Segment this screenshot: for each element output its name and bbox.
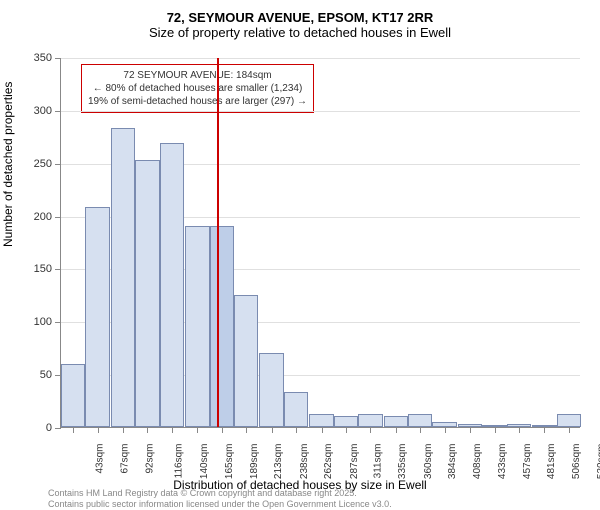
y-tick xyxy=(55,428,61,429)
histogram-bar xyxy=(234,295,258,427)
footer-line2: Contains public sector information licen… xyxy=(48,499,392,510)
y-tick-label: 300 xyxy=(22,105,52,117)
x-tick xyxy=(420,427,421,433)
y-tick-label: 250 xyxy=(22,158,52,170)
chart-container: 72, SEYMOUR AVENUE, EPSOM, KT17 2RR Size… xyxy=(0,10,600,510)
reference-line xyxy=(217,58,219,427)
y-tick xyxy=(55,217,61,218)
histogram-bar xyxy=(85,207,109,427)
x-tick xyxy=(296,427,297,433)
gridline xyxy=(61,111,580,112)
x-tick xyxy=(470,427,471,433)
x-tick xyxy=(246,427,247,433)
y-tick xyxy=(55,322,61,323)
footer-attribution: Contains HM Land Registry data © Crown c… xyxy=(48,488,392,510)
x-tick-label: 457sqm xyxy=(522,444,533,480)
x-tick xyxy=(123,427,124,433)
x-tick-label: 384sqm xyxy=(447,444,458,480)
histogram-bar xyxy=(259,353,283,427)
histogram-bar xyxy=(160,143,184,427)
y-axis-title: Number of detached properties xyxy=(1,82,15,247)
x-tick xyxy=(222,427,223,433)
x-tick-label: 165sqm xyxy=(224,444,235,480)
y-tick xyxy=(55,111,61,112)
x-tick-label: 506sqm xyxy=(571,444,582,480)
x-tick-label: 238sqm xyxy=(299,444,310,480)
histogram-bar xyxy=(61,364,85,427)
callout-box: 72 SEYMOUR AVENUE: 184sqm ← 80% of detac… xyxy=(81,64,314,113)
x-tick-label: 92sqm xyxy=(145,444,156,474)
x-tick-label: 433sqm xyxy=(497,444,508,480)
x-tick-label: 116sqm xyxy=(174,444,185,479)
x-tick xyxy=(98,427,99,433)
x-tick xyxy=(445,427,446,433)
x-tick xyxy=(147,427,148,433)
histogram-bar xyxy=(284,392,308,427)
x-tick-label: 213sqm xyxy=(273,444,284,480)
callout-line2: ← 80% of detached houses are smaller (1,… xyxy=(88,82,307,95)
x-tick xyxy=(519,427,520,433)
x-tick-label: 335sqm xyxy=(397,444,408,480)
histogram-bar xyxy=(185,226,209,427)
plot-area: 72 SEYMOUR AVENUE: 184sqm ← 80% of detac… xyxy=(60,58,580,428)
gridline xyxy=(61,58,580,59)
x-tick-label: 140sqm xyxy=(199,444,210,480)
x-tick xyxy=(544,427,545,433)
x-tick-label: 311sqm xyxy=(372,444,383,479)
x-tick-label: 287sqm xyxy=(349,444,360,480)
y-tick-label: 0 xyxy=(22,422,52,434)
histogram-bar xyxy=(210,226,234,427)
y-tick-label: 200 xyxy=(22,211,52,223)
x-tick-label: 262sqm xyxy=(323,444,334,480)
histogram-bar xyxy=(408,414,432,427)
x-tick xyxy=(495,427,496,433)
x-tick xyxy=(172,427,173,433)
callout-line1: 72 SEYMOUR AVENUE: 184sqm xyxy=(88,69,307,82)
x-tick-label: 360sqm xyxy=(423,444,434,480)
x-tick-label: 189sqm xyxy=(249,444,260,480)
histogram-bar xyxy=(334,416,358,427)
footer-line1: Contains HM Land Registry data © Crown c… xyxy=(48,488,392,499)
callout-line3: 19% of semi-detached houses are larger (… xyxy=(88,95,307,108)
x-tick-label: 43sqm xyxy=(95,444,106,474)
x-tick xyxy=(370,427,371,433)
y-tick-label: 100 xyxy=(22,316,52,328)
x-tick xyxy=(73,427,74,433)
y-tick xyxy=(55,164,61,165)
y-tick xyxy=(55,58,61,59)
histogram-bar xyxy=(557,414,581,427)
x-tick-label: 481sqm xyxy=(546,444,557,480)
x-tick xyxy=(272,427,273,433)
chart-title-address: 72, SEYMOUR AVENUE, EPSOM, KT17 2RR xyxy=(0,10,600,25)
x-tick xyxy=(569,427,570,433)
histogram-bar xyxy=(135,160,159,427)
histogram-bar xyxy=(384,416,408,427)
x-tick xyxy=(322,427,323,433)
x-tick xyxy=(396,427,397,433)
y-tick-label: 150 xyxy=(22,263,52,275)
histogram-bar xyxy=(358,414,382,427)
x-tick-label: 67sqm xyxy=(119,444,130,474)
histogram-bar xyxy=(309,414,333,427)
x-tick xyxy=(346,427,347,433)
y-tick-label: 50 xyxy=(22,369,52,381)
y-tick-label: 350 xyxy=(22,52,52,64)
y-tick xyxy=(55,269,61,270)
histogram-bar xyxy=(111,128,135,427)
x-tick xyxy=(197,427,198,433)
x-tick-label: 530sqm xyxy=(596,444,600,480)
chart-subtitle: Size of property relative to detached ho… xyxy=(0,25,600,40)
x-tick-label: 408sqm xyxy=(472,444,483,480)
